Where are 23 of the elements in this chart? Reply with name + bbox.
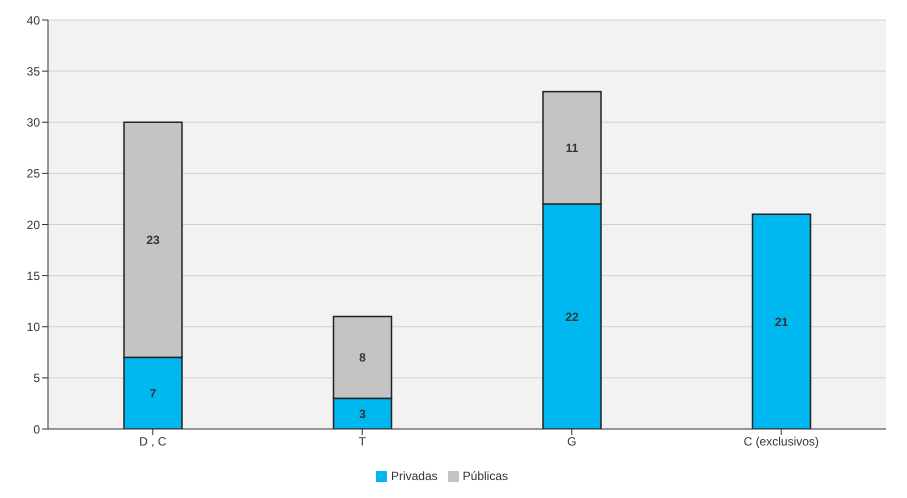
y-tick-label: 35	[26, 64, 40, 78]
y-tick-label: 5	[33, 371, 40, 386]
data-label: 8	[359, 350, 366, 365]
data-label: 3	[359, 406, 366, 421]
y-tick-label: 10	[26, 320, 40, 334]
x-tick-label: G	[567, 434, 576, 449]
y-tick-label: 25	[26, 166, 40, 181]
data-label: 11	[566, 141, 579, 156]
x-tick-label: D , C	[139, 434, 167, 449]
x-tick-label: T	[358, 434, 367, 449]
y-tick-label: 15	[26, 268, 40, 283]
data-label: 7	[150, 386, 157, 400]
y-tick-label: 20	[26, 218, 40, 232]
data-label: 23	[146, 233, 160, 248]
data-label: 21	[774, 314, 788, 329]
bar	[752, 214, 812, 429]
y-tick-label: 0	[33, 422, 40, 436]
legend-label: Privadas	[390, 469, 438, 483]
y-tick-label: 30	[26, 116, 40, 130]
x-tick-label: C (exclusivos)	[744, 434, 819, 449]
data-label: 22	[565, 310, 579, 324]
y-tick-label: 40	[26, 13, 40, 28]
legend-label: Públicas	[462, 469, 508, 483]
